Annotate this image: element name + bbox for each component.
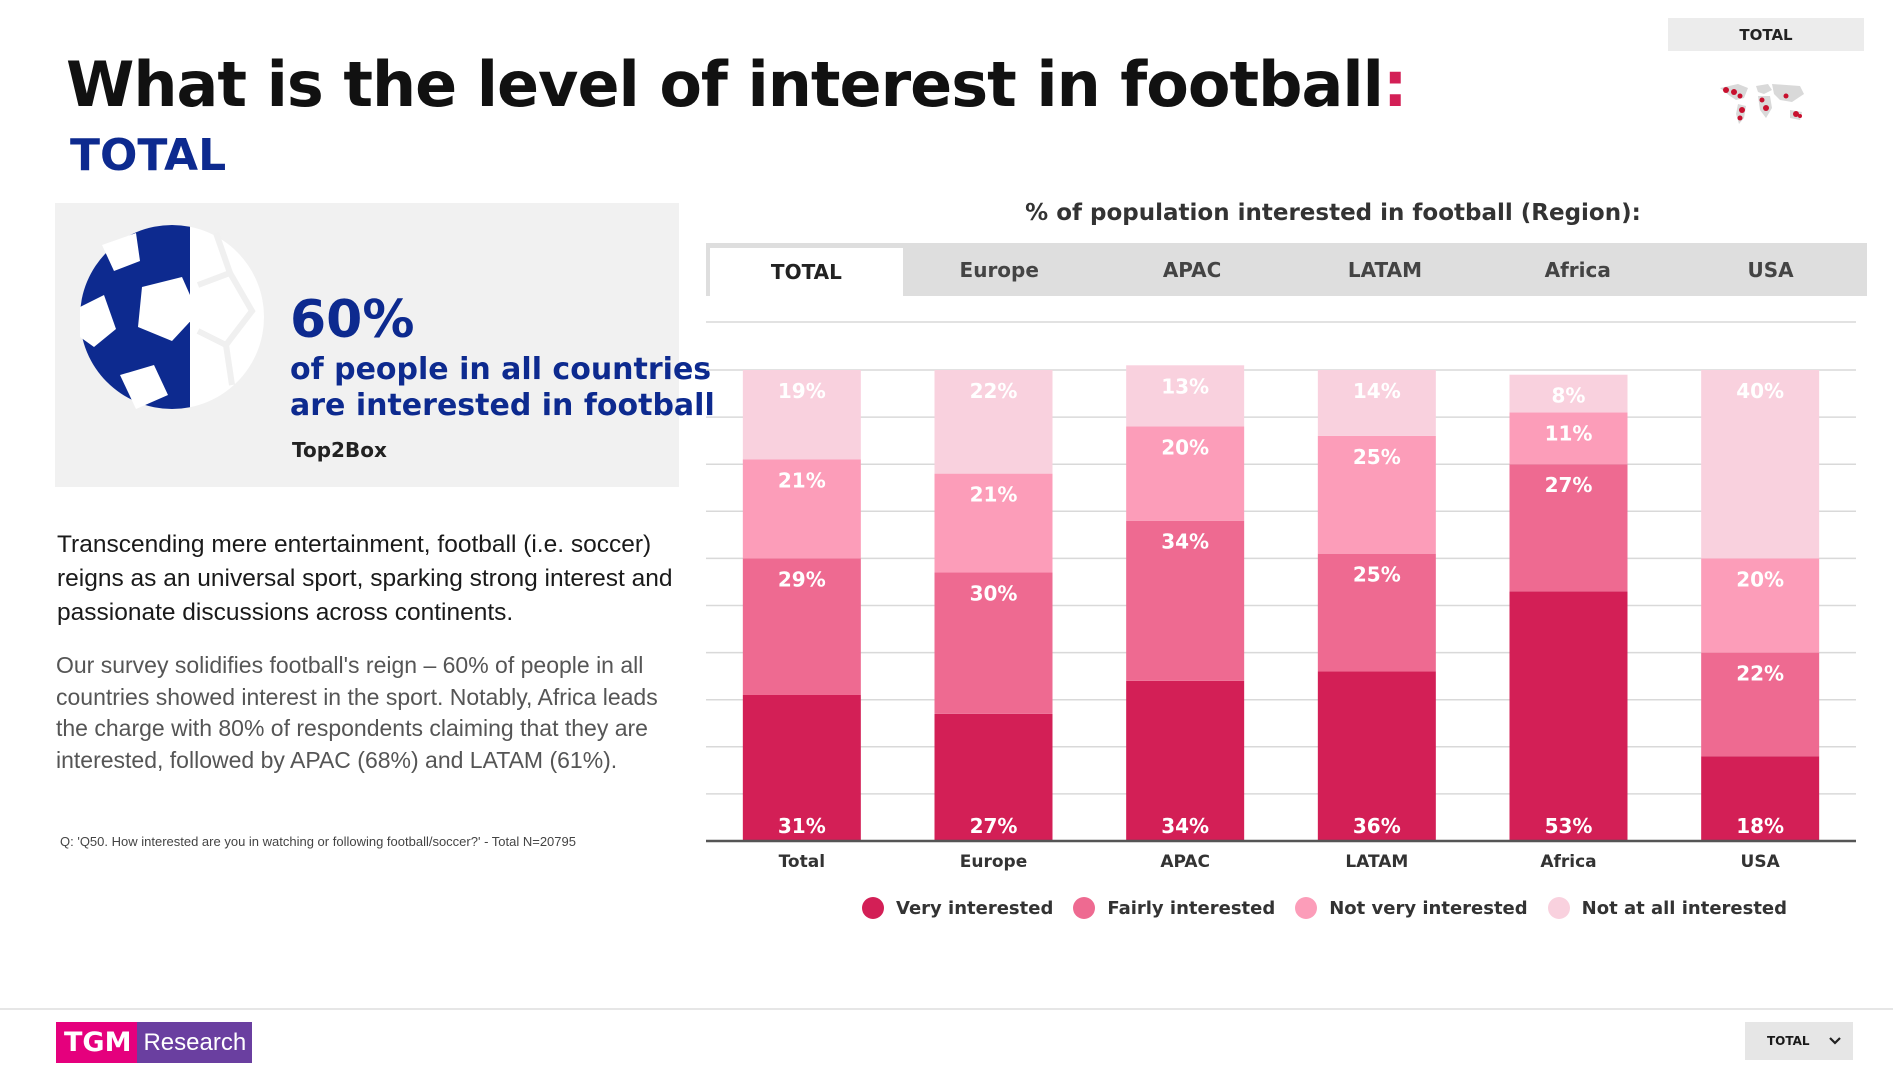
tab-usa[interactable]: USA bbox=[1747, 257, 1794, 282]
data-label: 20% bbox=[1161, 436, 1209, 460]
bar-segment bbox=[1701, 558, 1820, 653]
x-tick-label: Total bbox=[779, 852, 825, 872]
bar-segment bbox=[742, 459, 861, 559]
bar-segment bbox=[742, 370, 861, 460]
x-tick-label: LATAM bbox=[1345, 852, 1408, 872]
data-label: 8% bbox=[1552, 384, 1586, 408]
tab-europe[interactable]: Europe bbox=[959, 257, 1039, 282]
legend-label: Not at all interested bbox=[1581, 897, 1788, 919]
data-label: 21% bbox=[778, 468, 826, 492]
page-title: What is the level of interest in footbal… bbox=[66, 48, 1408, 121]
legend-item: Fairly interested bbox=[1073, 897, 1275, 919]
kpi-value: 60% bbox=[290, 290, 415, 350]
stacked-bar-chart: 31% 29% 21% 19% Total 27% 30% 21% 22% Europe 34% 34… bbox=[706, 321, 1856, 872]
bar-segment bbox=[934, 473, 1053, 573]
bar-segment bbox=[1317, 370, 1436, 436]
legend-item: Not very interested bbox=[1295, 897, 1528, 919]
data-label: 21% bbox=[970, 483, 1018, 507]
data-label: 34% bbox=[1161, 814, 1209, 838]
data-label: 20% bbox=[1736, 567, 1784, 591]
footer-selector-label: TOTAL bbox=[1767, 1034, 1810, 1048]
data-label: 18% bbox=[1736, 814, 1784, 838]
data-label: 34% bbox=[1161, 530, 1209, 554]
data-label: 11% bbox=[1545, 421, 1593, 445]
legend-label: Very interested bbox=[896, 897, 1054, 919]
legend-swatch bbox=[1073, 897, 1096, 919]
bar-segment bbox=[742, 558, 861, 695]
data-label: 40% bbox=[1736, 379, 1784, 403]
bar-segment bbox=[1701, 652, 1820, 757]
bar-segment bbox=[1126, 365, 1245, 427]
data-label: 13% bbox=[1161, 374, 1209, 398]
football-icon bbox=[80, 225, 264, 409]
data-label: 14% bbox=[1353, 379, 1401, 403]
data-label: 22% bbox=[1736, 662, 1784, 686]
region-tab-bar: TOTAL Europe APAC LATAM Africa USA bbox=[706, 243, 1867, 296]
data-label: 22% bbox=[970, 379, 1018, 403]
legend-item: Not at all interested bbox=[1547, 897, 1788, 919]
legend-item: Very interested bbox=[862, 897, 1053, 919]
footer-region-selector[interactable]: TOTAL bbox=[1745, 1022, 1853, 1060]
bar-segment bbox=[1126, 520, 1245, 681]
tab-latam[interactable]: LATAM bbox=[1347, 257, 1422, 282]
bar-segment bbox=[1509, 412, 1628, 465]
x-tick-label: Africa bbox=[1540, 852, 1596, 872]
data-label: 30% bbox=[970, 582, 1018, 606]
kpi-note: Top2Box bbox=[292, 438, 387, 462]
bar-segment bbox=[934, 370, 1053, 474]
logo-right: Research bbox=[137, 1022, 253, 1063]
bar-segment bbox=[1509, 374, 1628, 413]
bar-segment bbox=[1317, 435, 1436, 554]
data-label: 31% bbox=[778, 814, 826, 838]
footer-divider bbox=[0, 1008, 1893, 1010]
page-title-text: What is the level of interest in footbal… bbox=[66, 48, 1384, 121]
kpi-description-line1: of people in all countries bbox=[290, 352, 712, 387]
chevron-down-icon bbox=[1829, 1037, 1841, 1045]
bar-segment bbox=[1317, 553, 1436, 672]
footnote: Q: 'Q50. How interested are you in watch… bbox=[60, 834, 576, 849]
tgm-research-logo: TGM Research bbox=[56, 1022, 284, 1063]
body-paragraph: Our survey solidifies football's reign –… bbox=[56, 652, 658, 773]
data-label: 19% bbox=[778, 379, 826, 403]
world-map-icon bbox=[1720, 84, 1804, 124]
tab-apac[interactable]: APAC bbox=[1162, 257, 1222, 282]
data-label: 53% bbox=[1545, 814, 1593, 838]
bar-segment bbox=[1126, 426, 1245, 521]
bar-segment bbox=[1701, 370, 1820, 559]
x-tick-label: USA bbox=[1741, 852, 1781, 872]
legend-label: Fairly interested bbox=[1107, 897, 1276, 919]
region-selector[interactable]: TOTAL bbox=[1668, 18, 1864, 51]
legend-label: Not very interested bbox=[1329, 897, 1528, 919]
x-tick-label: APAC bbox=[1160, 852, 1210, 872]
bar-segment bbox=[934, 713, 1053, 841]
legend-swatch bbox=[1547, 897, 1570, 919]
legend-swatch bbox=[1295, 897, 1318, 919]
page-title-colon: : bbox=[1382, 48, 1408, 121]
bar-segment bbox=[1701, 756, 1820, 841]
chart-legend: Very interested Fairly interested Not ve… bbox=[862, 897, 1807, 919]
bar-segment bbox=[934, 572, 1053, 714]
data-label: 25% bbox=[1353, 563, 1401, 587]
data-label: 27% bbox=[1545, 473, 1593, 497]
bar-segment bbox=[1509, 591, 1628, 841]
tab-africa[interactable]: Africa bbox=[1544, 257, 1611, 282]
data-label: 29% bbox=[778, 567, 826, 591]
bar-segment bbox=[1317, 671, 1436, 841]
bar-segment bbox=[742, 694, 861, 841]
intro-paragraph: Transcending mere entertainment, footbal… bbox=[57, 531, 673, 626]
x-tick-label: Europe bbox=[960, 852, 1027, 872]
data-label: 36% bbox=[1353, 814, 1401, 838]
kpi-description-line2: are interested in football bbox=[290, 388, 715, 423]
bar-segment bbox=[1126, 680, 1245, 841]
bar-segment bbox=[1509, 464, 1628, 592]
data-label: 27% bbox=[970, 814, 1018, 838]
tab-total[interactable]: TOTAL bbox=[710, 248, 903, 296]
data-label: 25% bbox=[1353, 445, 1401, 469]
chart-title: % of population interested in football (… bbox=[1025, 200, 1641, 226]
legend-swatch bbox=[862, 897, 884, 919]
page-subtitle: TOTAL bbox=[70, 130, 227, 181]
logo-left: TGM bbox=[56, 1022, 138, 1063]
